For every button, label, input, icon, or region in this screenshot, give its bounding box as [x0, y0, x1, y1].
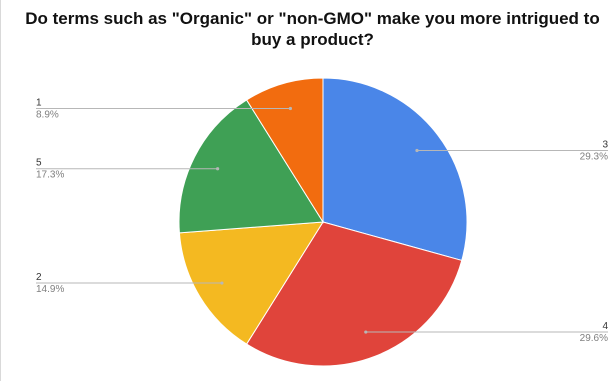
pie-slice-5: [178, 99, 324, 234]
leader-dot-3: [415, 148, 419, 153]
leader-lines: [36, 106, 608, 334]
slice-label-3: 3: [602, 140, 608, 151]
slice-percent-5: 17.3%: [36, 170, 64, 181]
leader-dot-2: [220, 281, 224, 285]
pie-slice-4: [245, 221, 463, 367]
slice-percent-3: 29.3%: [580, 152, 608, 163]
leader-dot-4: [364, 330, 368, 334]
slice-label-5: 5: [36, 158, 42, 169]
slice-label-4: 4: [602, 321, 608, 332]
slice-percent-4: 29.6%: [580, 333, 608, 344]
pie-slice-1: [245, 77, 324, 224]
pie-slices: [178, 77, 468, 367]
slice-label-2: 2: [36, 272, 42, 283]
leader-dot-5: [216, 167, 220, 171]
slice-percent-2: 14.9%: [36, 284, 64, 295]
pie-slice-3: [322, 77, 468, 262]
pie-slice-2: [178, 221, 324, 345]
leader-dot-1: [288, 106, 293, 111]
chart-title: Do terms such as "Organic" or "non-GMO" …: [25, 9, 600, 49]
slice-percent-1: 8.9%: [36, 110, 59, 121]
slice-label-1: 1: [36, 98, 42, 109]
slice-labels: 329.3% 429.6% 214.9% 517.3% 18.9%: [36, 98, 608, 345]
